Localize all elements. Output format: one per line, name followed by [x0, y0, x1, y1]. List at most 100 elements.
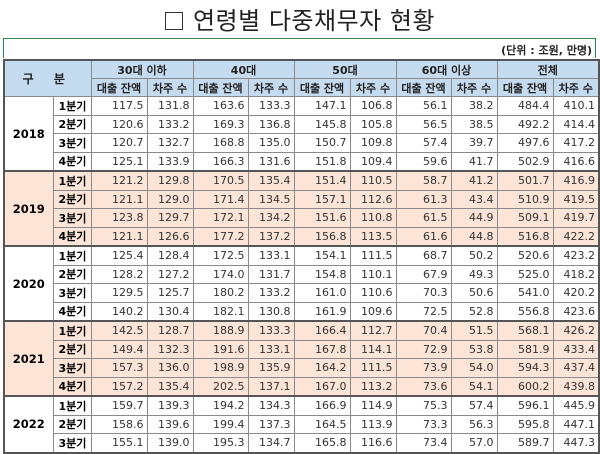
loan-balance-cell: 156.8 [293, 226, 351, 247]
loan-balance-cell: 166.9 [293, 395, 351, 416]
borrower-count-cell: 133.1 [247, 245, 295, 266]
borrower-count-cell: 420.2 [552, 283, 600, 303]
header-sub: 차주 수 [450, 78, 498, 97]
quarter-cell: 1분기 [52, 96, 92, 116]
loan-balance-cell: 121.1 [90, 226, 148, 247]
borrower-count-cell: 130.4 [146, 301, 194, 322]
table-row: 2021 1분기 142.5 128.7 188.9 133.3 166.4 112.7 70.… [3, 320, 600, 397]
borrower-count-cell: 410.1 [552, 96, 600, 116]
loan-balance-cell: 159.7 [90, 395, 148, 416]
loan-balance-cell: 61.3 [395, 189, 452, 209]
borrower-count-cell: 38.5 [450, 114, 498, 134]
borrower-count-cell: 422.2 [552, 226, 600, 247]
borrower-count-cell: 112.6 [349, 189, 397, 209]
borrower-count-cell: 41.2 [450, 170, 498, 191]
borrower-count-cell: 50.6 [450, 283, 498, 303]
loan-balance-cell: 167.0 [293, 376, 351, 397]
year-cell: 2019 [3, 170, 54, 247]
loan-balance-cell: 147.1 [293, 96, 351, 116]
loan-balance-cell: 125.4 [90, 245, 148, 266]
borrower-count-cell: 112.7 [349, 320, 397, 341]
borrower-count-cell: 114.1 [349, 339, 397, 359]
loan-balance-cell: 166.3 [192, 151, 249, 172]
table-row: 2분기 149.4 132.3 191.6 133.1 167.8 114.1 72.9 53.… [4, 339, 600, 359]
table-row: 4분기 157.2 135.4 202.5 137.1 167.0 113.2 73.6 54.… [4, 376, 600, 397]
debtor-table: 구 분 30대 이하 40대 50대 60대 이상 전체 대출 잔액 차주 수 … [3, 59, 600, 454]
loan-balance-cell: 180.2 [192, 283, 249, 303]
loan-balance-cell: 154.1 [293, 245, 351, 266]
borrower-count-cell: 54.0 [450, 358, 498, 378]
borrower-count-cell: 135.9 [247, 358, 295, 378]
unit-row: (단위 : 조원, 만명) [3, 38, 596, 58]
borrower-count-cell: 129.7 [146, 208, 194, 228]
borrower-count-cell: 133.2 [247, 283, 295, 303]
loan-balance-cell: 158.6 [90, 414, 148, 434]
loan-balance-cell: 161.0 [293, 283, 351, 303]
loan-balance-cell: 182.1 [192, 301, 249, 322]
borrower-count-cell: 113.2 [349, 376, 397, 397]
loan-balance-cell: 61.5 [395, 208, 452, 228]
loan-balance-cell: 516.8 [496, 226, 554, 247]
borrower-count-cell: 423.6 [552, 301, 600, 322]
loan-balance-cell: 129.5 [90, 283, 148, 303]
loan-balance-cell: 594.3 [496, 358, 554, 378]
borrower-count-cell: 128.4 [146, 245, 194, 266]
borrower-count-cell: 52.8 [450, 301, 498, 322]
table-row: 4분기 140.2 130.4 182.1 130.8 161.9 109.6 72.5 52.… [4, 301, 600, 322]
borrower-count-cell: 139.3 [146, 395, 194, 416]
quarter-cell: 4분기 [52, 151, 92, 172]
borrower-count-cell: 417.2 [552, 133, 600, 153]
borrower-count-cell: 419.7 [552, 208, 600, 228]
loan-balance-cell: 151.8 [293, 151, 351, 172]
loan-balance-cell: 56.5 [395, 114, 452, 134]
page-title: 연령별 다중채무자 현황 [0, 4, 600, 38]
table-row: 2019 1분기 121.2 129.8 170.5 135.4 151.4 110.5 58.… [3, 170, 600, 247]
borrower-count-cell: 53.8 [450, 339, 498, 359]
loan-balance-cell: 58.7 [395, 170, 452, 191]
year-cell: 2020 [3, 245, 54, 322]
table-row: 3분기 157.3 136.0 198.9 135.9 164.2 111.5 73.9 54.… [4, 358, 600, 378]
title-text: 연령별 다중채무자 현황 [192, 7, 436, 35]
borrower-count-cell: 110.5 [349, 170, 397, 191]
loan-balance-cell: 151.6 [293, 208, 351, 228]
loan-balance-cell: 492.2 [496, 114, 554, 134]
loan-balance-cell: 121.2 [90, 170, 148, 191]
borrower-count-cell: 110.1 [349, 264, 397, 284]
borrower-count-cell: 44.9 [450, 208, 498, 228]
borrower-count-cell: 134.2 [247, 208, 295, 228]
loan-balance-cell: 151.4 [293, 170, 351, 191]
loan-balance-cell: 121.1 [90, 189, 148, 209]
loan-balance-cell: 198.9 [192, 358, 249, 378]
borrower-count-cell: 57.0 [450, 433, 498, 454]
loan-balance-cell: 157.2 [90, 376, 148, 397]
header-gubun: 구 분 [3, 59, 92, 97]
borrower-count-cell: 109.8 [349, 133, 397, 153]
header-sub: 대출 잔액 [90, 78, 148, 97]
borrower-count-cell: 129.8 [146, 170, 194, 191]
header-sub: 대출 잔액 [395, 78, 452, 97]
borrower-count-cell: 54.1 [450, 376, 498, 397]
borrower-count-cell: 43.4 [450, 189, 498, 209]
quarter-cell: 3분기 [52, 283, 92, 303]
checkbox-square-icon [164, 12, 183, 30]
loan-balance-cell: 525.0 [496, 264, 554, 284]
borrower-count-cell: 445.9 [552, 395, 600, 416]
quarter-cell: 1분기 [52, 170, 92, 191]
borrower-count-cell: 50.2 [450, 245, 498, 266]
loan-balance-cell: 174.0 [192, 264, 249, 284]
borrower-count-cell: 136.8 [247, 114, 295, 134]
borrower-count-cell: 131.6 [247, 151, 295, 172]
borrower-count-cell: 137.2 [247, 226, 295, 247]
borrower-count-cell: 439.8 [552, 376, 600, 397]
table-row: 4분기 125.1 133.9 166.3 131.6 151.8 109.4 59.6 41.… [4, 151, 600, 172]
borrower-count-cell: 133.3 [247, 96, 295, 116]
borrower-count-cell: 116.6 [349, 433, 397, 454]
borrower-count-cell: 133.2 [146, 114, 194, 134]
loan-balance-cell: 510.9 [496, 189, 554, 209]
table-row: 2분기 120.6 133.2 169.3 136.8 145.8 105.8 56.5 38.… [4, 114, 600, 134]
borrower-count-cell: 109.6 [349, 301, 397, 322]
borrower-count-cell: 126.6 [146, 226, 194, 247]
borrower-count-cell: 132.7 [146, 133, 194, 153]
borrower-count-cell: 109.4 [349, 151, 397, 172]
borrower-count-cell: 39.7 [450, 133, 498, 153]
